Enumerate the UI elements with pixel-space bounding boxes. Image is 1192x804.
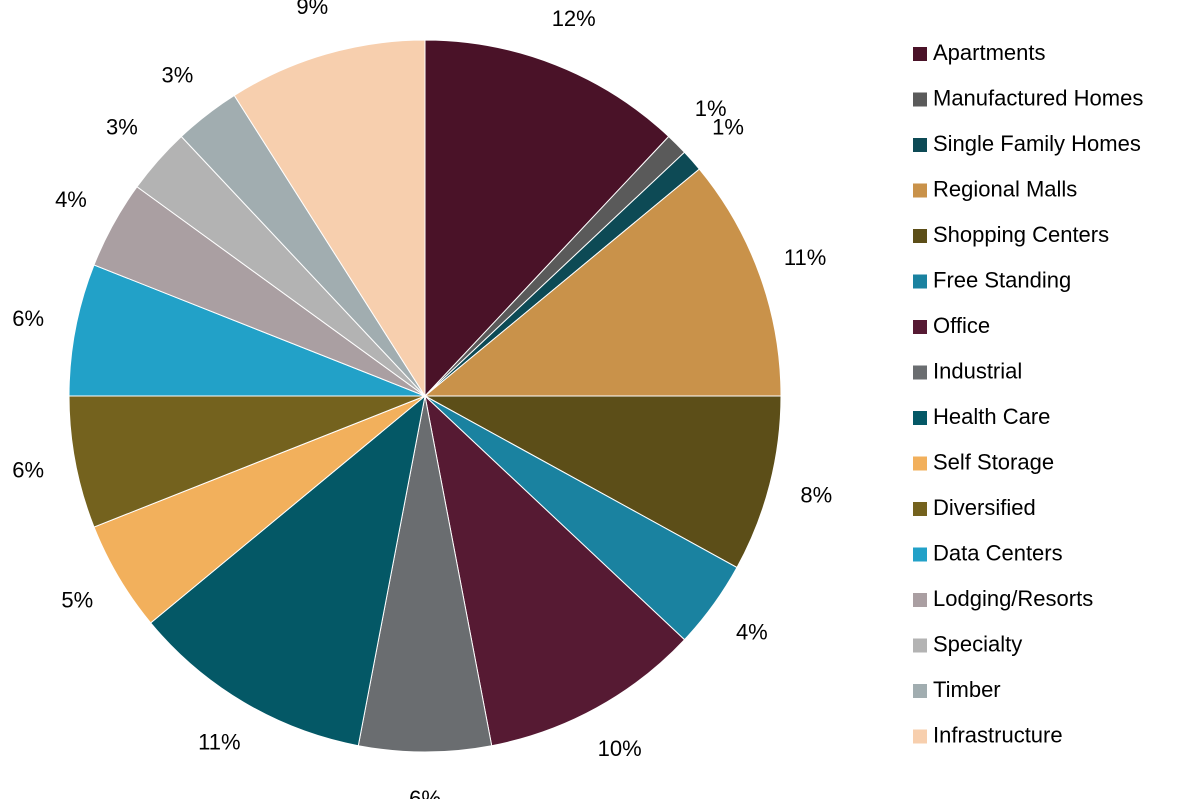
data-label: 1% [712, 115, 744, 140]
legend-label: Timber [933, 677, 1001, 702]
data-label: 6% [409, 786, 441, 799]
legend-swatch [913, 502, 927, 516]
data-label: 6% [12, 458, 44, 483]
legend-swatch [913, 729, 927, 744]
data-label: 3% [106, 115, 138, 140]
data-label: 4% [736, 619, 768, 644]
pie-slice [424, 39, 670, 398]
pie-slice [68, 395, 426, 528]
data-label: 10% [598, 736, 642, 761]
pie-slice [424, 395, 782, 569]
legend-swatch [913, 183, 927, 198]
legend-swatch [913, 684, 927, 698]
data-label: 11% [198, 730, 240, 755]
data-label: 1% [695, 96, 727, 121]
legend-label: Data Centers [933, 540, 1063, 565]
legend-label: Self Storage [933, 449, 1054, 474]
legend-swatch [913, 547, 927, 562]
legend-label: Health Care [933, 404, 1050, 429]
legend-label: Office [933, 313, 990, 338]
legend-swatch [913, 638, 927, 653]
pie-slice [423, 168, 782, 397]
legend-label: Single Family Homes [933, 131, 1141, 156]
legend-swatch [913, 138, 927, 152]
legend-swatch [913, 456, 927, 471]
pie-slice [233, 39, 426, 398]
data-label: 11% [784, 245, 826, 270]
pie-slice [357, 395, 493, 753]
legend-label: Infrastructure [933, 722, 1063, 747]
data-label: 3% [161, 63, 193, 88]
legend-label: Manufactured Homes [933, 85, 1143, 110]
data-label: 9% [296, 0, 328, 19]
pie-slice [149, 394, 426, 747]
legend-swatch [913, 274, 927, 289]
legend-swatch [913, 229, 927, 243]
legend-label: Lodging/Resorts [933, 586, 1093, 611]
data-label: 5% [61, 587, 93, 612]
legend-swatch [913, 411, 927, 425]
legend-label: Diversified [933, 495, 1036, 520]
data-label: 4% [55, 187, 87, 212]
legend-swatch [913, 92, 927, 107]
legend-label: Shopping Centers [933, 222, 1109, 247]
legend-swatch [913, 47, 927, 61]
data-label: 12% [552, 6, 596, 31]
legend-label: Regional Malls [933, 176, 1077, 201]
legend-swatch [913, 320, 927, 334]
data-label: 6% [12, 306, 44, 331]
legend-swatch [913, 365, 927, 380]
legend-swatch [913, 593, 927, 607]
legend-label: Apartments [933, 40, 1046, 65]
data-label: 8% [800, 482, 832, 507]
legend-label: Industrial [933, 358, 1022, 383]
legend-label: Specialty [933, 631, 1022, 656]
legend-label: Free Standing [933, 267, 1071, 292]
pie-slice [424, 394, 686, 747]
pie-slice [68, 264, 426, 397]
